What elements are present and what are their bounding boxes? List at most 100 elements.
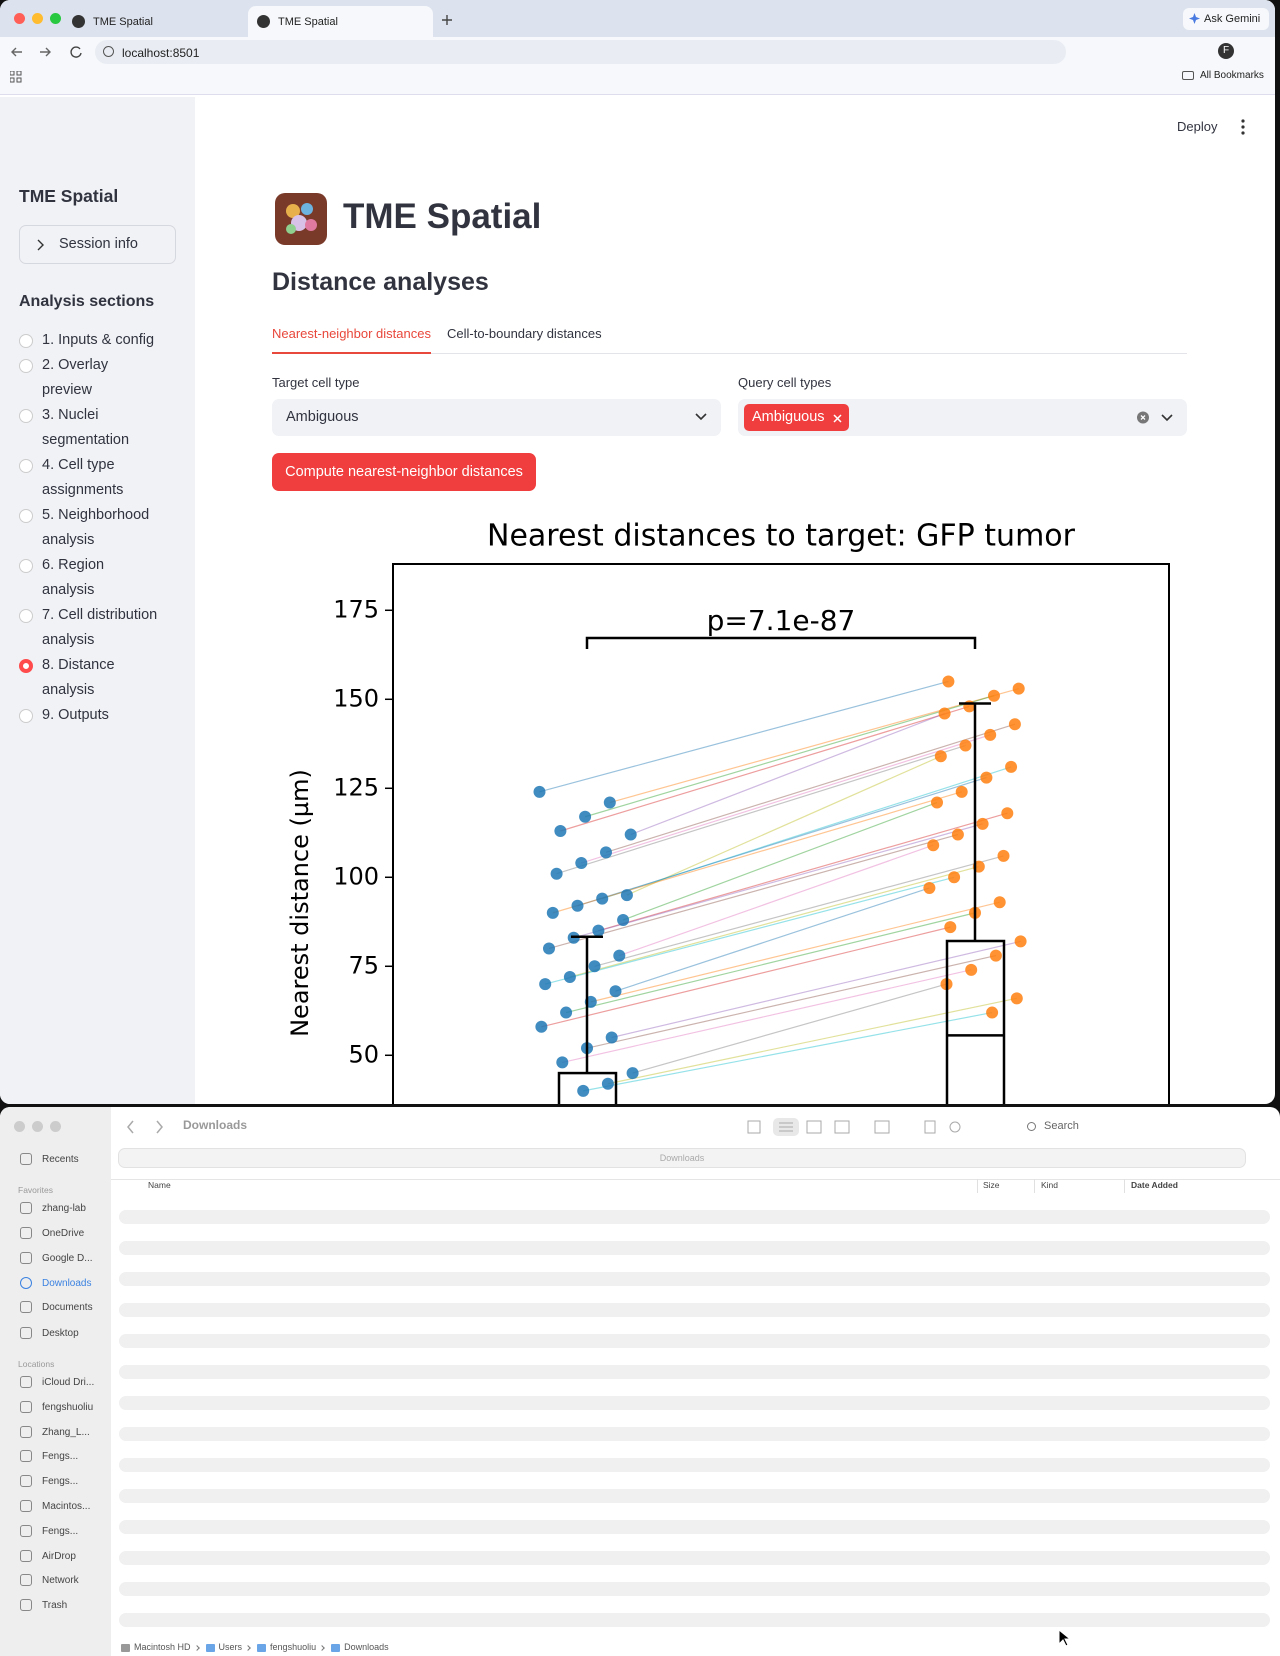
- crumb[interactable]: Macintosh HD: [134, 1642, 191, 1652]
- radio[interactable]: [19, 409, 33, 423]
- pair-line: [609, 688, 1019, 804]
- section-item[interactable]: 5. Neighborhood analysis: [19, 503, 179, 553]
- chip-remove[interactable]: [833, 414, 842, 423]
- section-item[interactable]: 1. Inputs & config: [19, 328, 179, 353]
- y-tick-label: 175: [333, 595, 379, 623]
- column-header[interactable]: Date Added: [1131, 1180, 1178, 1190]
- row-placeholder: [119, 1520, 1270, 1534]
- column-header[interactable]: Name: [148, 1180, 171, 1190]
- row-placeholder: [119, 1241, 1270, 1255]
- min-dot[interactable]: [32, 1121, 43, 1132]
- finder-tools[interactable]: [745, 1117, 1005, 1137]
- tab[interactable]: TME Spatial: [63, 6, 248, 37]
- radio[interactable]: [19, 559, 33, 573]
- item-icon: [20, 1227, 32, 1239]
- point: [934, 750, 947, 763]
- point: [1005, 760, 1018, 773]
- point: [965, 963, 978, 976]
- radio[interactable]: [19, 509, 33, 523]
- chip[interactable]: Ambiguous: [744, 404, 849, 431]
- sidebar-item[interactable]: Network: [20, 1574, 79, 1587]
- sidebar-item[interactable]: Fengs...: [20, 1524, 78, 1537]
- row-placeholder: [119, 1489, 1270, 1503]
- sidebar-item[interactable]: Macintos...: [20, 1500, 90, 1512]
- menu[interactable]: [1238, 118, 1248, 136]
- column-divider: [977, 1179, 978, 1193]
- sidebar-item[interactable]: fengshuoliu: [20, 1400, 93, 1413]
- section-title: Favorites: [18, 1185, 53, 1195]
- finder-search[interactable]: Search: [1020, 1117, 1240, 1137]
- chart-title: Nearest distances to target: GFP tumor: [487, 519, 1076, 554]
- column-header[interactable]: Size: [983, 1180, 1000, 1190]
- section-item[interactable]: 8. Distance analysis: [19, 653, 179, 703]
- tab-bar: TME Spatial TME Spatial Ask Gemini: [0, 0, 1275, 37]
- tab[interactable]: Cell-to-boundary distances: [446, 326, 602, 341]
- item-label: Desktop: [42, 1328, 79, 1339]
- section-item[interactable]: 6. Region analysis: [19, 553, 179, 603]
- tab[interactable]: TME Spatial: [248, 6, 433, 37]
- section-item[interactable]: 2. Overlay preview: [19, 353, 179, 403]
- item-icon: [20, 1574, 32, 1587]
- close-dot[interactable]: [14, 1121, 25, 1132]
- crumb[interactable]: Users: [218, 1642, 243, 1652]
- breadcrumbs: Macintosh HD Users fengshuoliu Downloads: [121, 1642, 389, 1652]
- section-label: 1. Inputs & config: [42, 332, 155, 348]
- crumb[interactable]: fengshuoliu: [270, 1642, 317, 1652]
- y-tick-label: 100: [333, 862, 379, 890]
- row-placeholder: [119, 1582, 1270, 1596]
- finder-nav[interactable]: [124, 1119, 168, 1135]
- section-item[interactable]: 9. Outputs: [19, 703, 179, 728]
- session-expander[interactable]: Session info: [19, 225, 176, 264]
- target-select[interactable]: Ambiguous: [272, 399, 721, 436]
- crumb[interactable]: Downloads: [344, 1642, 389, 1652]
- item-icon: [20, 1153, 32, 1165]
- deploy[interactable]: Deploy: [1177, 119, 1218, 134]
- sidebar-item[interactable]: zhang-lab: [20, 1202, 86, 1214]
- row-placeholder: [119, 1365, 1270, 1379]
- apps-icon[interactable]: [10, 71, 22, 83]
- sidebar-item[interactable]: Recents: [20, 1153, 79, 1165]
- sidebar-item[interactable]: Zhang_L...: [20, 1425, 90, 1438]
- radio[interactable]: [19, 459, 33, 473]
- radio[interactable]: [19, 609, 33, 623]
- column-header[interactable]: Kind: [1041, 1180, 1059, 1190]
- point: [601, 1077, 614, 1090]
- ask-gemini[interactable]: Ask Gemini: [1183, 8, 1269, 30]
- tab[interactable]: Nearest-neighbor distances: [272, 326, 431, 354]
- new-tab[interactable]: [440, 13, 454, 27]
- compute-button[interactable]: Compute nearest-neighbor distances: [272, 453, 536, 491]
- sidebar-item[interactable]: Fengs...: [20, 1475, 78, 1488]
- sidebar-item[interactable]: Fengs...: [20, 1450, 78, 1463]
- max-dot[interactable]: [50, 1121, 61, 1132]
- min-dot[interactable]: [32, 13, 43, 24]
- section-item[interactable]: 3. Nuclei segmentation: [19, 403, 179, 453]
- sidebar-item[interactable]: Desktop: [20, 1327, 79, 1339]
- sidebar-item[interactable]: Trash: [20, 1599, 67, 1612]
- section-item[interactable]: 4. Cell type assignments: [19, 453, 179, 503]
- radio[interactable]: [19, 659, 33, 673]
- y-tick-label: 50: [348, 1040, 379, 1068]
- sidebar-item[interactable]: Google D...: [20, 1252, 93, 1264]
- sidebar-item[interactable]: Downloads: [20, 1277, 91, 1289]
- point: [1014, 935, 1027, 948]
- sidebar-item[interactable]: AirDrop: [20, 1549, 76, 1562]
- sidebar-item[interactable]: iCloud Dri...: [20, 1376, 94, 1388]
- item-icon: [20, 1450, 32, 1463]
- point: [563, 970, 576, 983]
- sidebar-item[interactable]: Documents: [20, 1301, 93, 1313]
- all-bookmarks[interactable]: All Bookmarks: [1200, 70, 1264, 81]
- close-dot[interactable]: [14, 13, 25, 24]
- item-label: Documents: [42, 1302, 93, 1313]
- radio[interactable]: [19, 359, 33, 373]
- query-select[interactable]: Ambiguous: [738, 399, 1187, 436]
- radio[interactable]: [19, 334, 33, 348]
- radio[interactable]: [19, 709, 33, 723]
- nav-buttons[interactable]: [8, 42, 88, 62]
- address-bar[interactable]: localhost:8501: [95, 40, 1066, 64]
- point: [626, 1067, 639, 1080]
- max-dot[interactable]: [50, 13, 61, 24]
- section-item[interactable]: 7. Cell distribution analysis: [19, 603, 179, 653]
- profile[interactable]: F: [1218, 43, 1234, 59]
- tab-title: TME Spatial: [93, 16, 153, 28]
- sidebar-item[interactable]: OneDrive: [20, 1227, 84, 1239]
